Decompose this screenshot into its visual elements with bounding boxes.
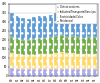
Bar xyxy=(54,36,58,53)
Bar xyxy=(60,11,64,35)
Bar xyxy=(43,54,47,69)
Bar xyxy=(43,16,47,38)
Bar xyxy=(32,17,36,39)
Bar xyxy=(87,37,91,54)
Bar xyxy=(27,69,31,76)
Bar xyxy=(43,69,47,76)
Legend: Outros sectores, Indústria/Transporte/Serviços, Electricidade/Calor, Residencial: Outros sectores, Indústria/Transporte/Se… xyxy=(56,4,97,24)
Bar xyxy=(10,53,14,68)
Bar xyxy=(38,38,42,54)
Bar xyxy=(54,69,58,76)
Bar xyxy=(21,69,25,76)
Bar xyxy=(82,16,86,38)
Bar xyxy=(71,36,75,53)
Bar xyxy=(27,55,31,69)
Bar xyxy=(49,37,53,54)
Bar xyxy=(38,69,42,76)
Bar xyxy=(76,54,80,69)
Bar xyxy=(16,69,20,76)
Bar xyxy=(21,55,25,69)
Bar xyxy=(54,13,58,36)
Bar xyxy=(38,54,42,69)
Bar xyxy=(10,13,14,37)
Bar xyxy=(49,15,53,37)
Bar xyxy=(21,18,25,40)
Bar xyxy=(93,54,97,69)
Bar xyxy=(82,69,86,76)
Bar xyxy=(60,69,64,76)
Bar xyxy=(93,14,97,37)
Bar xyxy=(21,40,25,55)
Bar xyxy=(54,53,58,69)
Bar xyxy=(76,15,80,37)
Bar xyxy=(60,52,64,69)
Bar xyxy=(27,19,31,41)
Bar xyxy=(43,38,47,54)
Bar xyxy=(10,68,14,76)
Bar xyxy=(87,15,91,37)
Bar xyxy=(87,54,91,69)
Bar xyxy=(71,53,75,69)
Bar xyxy=(65,53,69,69)
Bar xyxy=(10,37,14,53)
Bar xyxy=(65,13,69,37)
Bar xyxy=(65,69,69,76)
Bar xyxy=(82,54,86,69)
Bar xyxy=(32,69,36,76)
Bar xyxy=(65,37,69,53)
Bar xyxy=(27,41,31,55)
Bar xyxy=(93,69,97,76)
Bar xyxy=(32,55,36,69)
Bar xyxy=(49,54,53,69)
Bar xyxy=(60,35,64,52)
Bar xyxy=(71,69,75,76)
Bar xyxy=(16,38,20,54)
Bar xyxy=(87,69,91,76)
Bar xyxy=(76,69,80,76)
Bar xyxy=(32,39,36,55)
Bar xyxy=(82,38,86,54)
Bar xyxy=(71,12,75,36)
Bar xyxy=(38,16,42,38)
Bar xyxy=(49,69,53,76)
Bar xyxy=(16,54,20,69)
Bar xyxy=(93,37,97,54)
Bar xyxy=(76,37,80,54)
Bar xyxy=(16,16,20,38)
